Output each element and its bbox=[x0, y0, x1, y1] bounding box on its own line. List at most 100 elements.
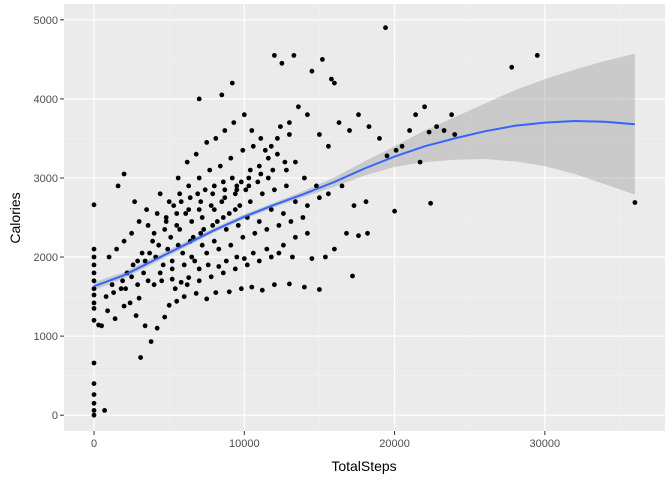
data-point bbox=[268, 143, 274, 149]
data-point bbox=[219, 92, 225, 98]
data-point bbox=[145, 278, 151, 284]
data-point bbox=[276, 250, 282, 256]
data-point bbox=[177, 227, 183, 232]
data-point bbox=[151, 230, 157, 236]
data-point bbox=[347, 128, 352, 133]
y-axis: 0 1000 2000 3000 4000 5000 bbox=[34, 15, 64, 422]
data-point bbox=[452, 132, 458, 137]
data-point bbox=[162, 314, 168, 320]
data-point bbox=[229, 80, 235, 86]
data-point bbox=[201, 227, 207, 232]
data-point bbox=[147, 250, 153, 256]
data-point bbox=[232, 207, 238, 213]
data-point bbox=[169, 258, 175, 264]
data-point bbox=[222, 128, 228, 133]
data-point bbox=[162, 227, 168, 232]
data-point bbox=[174, 223, 180, 228]
data-point bbox=[213, 136, 219, 141]
data-point bbox=[216, 246, 222, 252]
data-point bbox=[365, 230, 370, 236]
data-point bbox=[270, 167, 276, 173]
data-point bbox=[240, 234, 246, 240]
data-point bbox=[305, 203, 310, 209]
data-point bbox=[232, 191, 238, 197]
data-point bbox=[91, 262, 97, 268]
data-point bbox=[135, 258, 141, 264]
data-point bbox=[366, 124, 372, 129]
y-tick-label: 4000 bbox=[34, 94, 58, 106]
data-point bbox=[202, 187, 208, 193]
data-point bbox=[91, 408, 97, 413]
data-point bbox=[142, 323, 148, 329]
data-point bbox=[216, 264, 222, 269]
data-point bbox=[223, 227, 229, 232]
data-point bbox=[171, 203, 177, 209]
data-point bbox=[284, 167, 289, 173]
data-point bbox=[293, 159, 298, 165]
data-point bbox=[129, 230, 135, 236]
data-point bbox=[199, 242, 205, 248]
data-point bbox=[148, 339, 154, 344]
data-point bbox=[156, 242, 162, 248]
data-point bbox=[279, 60, 285, 66]
data-point bbox=[332, 80, 337, 86]
data-point bbox=[281, 211, 286, 216]
data-point bbox=[109, 282, 115, 288]
data-point bbox=[231, 120, 237, 125]
data-point bbox=[241, 256, 247, 261]
data-point bbox=[144, 207, 150, 213]
data-point bbox=[120, 278, 125, 284]
data-point bbox=[195, 191, 201, 197]
data-point bbox=[268, 207, 274, 213]
x-axis: 0 10000 20000 30000 bbox=[91, 431, 560, 450]
data-point bbox=[91, 246, 97, 252]
data-point bbox=[196, 278, 202, 284]
data-point bbox=[193, 291, 199, 296]
data-point bbox=[256, 219, 262, 224]
data-point bbox=[276, 223, 282, 228]
data-point bbox=[91, 381, 97, 386]
data-point bbox=[393, 147, 399, 153]
data-point bbox=[196, 96, 202, 102]
data-point bbox=[178, 199, 184, 205]
data-point bbox=[275, 136, 280, 141]
data-point bbox=[249, 284, 255, 290]
data-point bbox=[422, 104, 427, 110]
data-point bbox=[326, 143, 331, 149]
data-point bbox=[121, 303, 127, 309]
data-point bbox=[256, 163, 262, 169]
data-point bbox=[247, 199, 253, 205]
x-tick-label: 10000 bbox=[229, 438, 260, 450]
data-point bbox=[264, 227, 270, 232]
data-point bbox=[249, 128, 255, 133]
data-point bbox=[115, 183, 121, 189]
data-point bbox=[246, 183, 252, 189]
data-point bbox=[169, 266, 175, 272]
data-point bbox=[196, 207, 202, 213]
data-point bbox=[250, 250, 256, 256]
data-point bbox=[91, 360, 97, 366]
data-point bbox=[91, 254, 97, 260]
y-tick-label: 0 bbox=[52, 410, 58, 422]
data-point bbox=[290, 254, 295, 260]
data-point bbox=[166, 302, 172, 308]
data-point bbox=[99, 323, 104, 329]
data-point bbox=[247, 167, 253, 173]
data-point bbox=[259, 191, 265, 197]
data-point bbox=[509, 64, 515, 70]
data-point bbox=[265, 175, 271, 181]
data-point bbox=[130, 262, 136, 268]
data-point bbox=[534, 53, 540, 58]
data-point bbox=[363, 199, 369, 205]
data-point bbox=[241, 112, 247, 118]
data-point bbox=[204, 250, 210, 256]
data-point bbox=[255, 179, 261, 185]
data-point bbox=[413, 112, 418, 118]
data-point bbox=[258, 171, 264, 177]
data-point bbox=[118, 286, 124, 292]
data-point bbox=[220, 215, 226, 220]
data-point bbox=[198, 199, 204, 205]
data-point bbox=[91, 392, 97, 397]
data-point bbox=[314, 183, 319, 189]
